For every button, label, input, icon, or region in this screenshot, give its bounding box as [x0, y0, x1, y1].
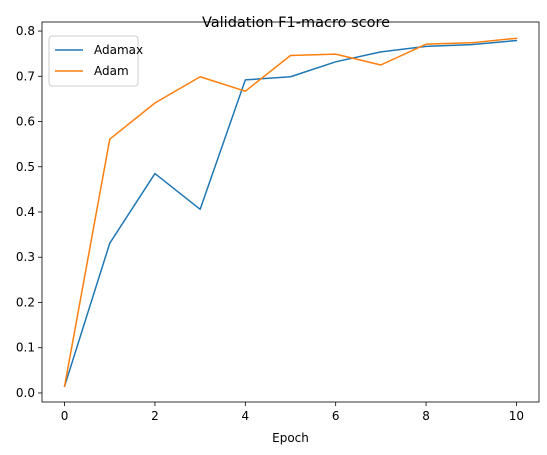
x-tick-label: 0 — [61, 409, 69, 423]
y-tick-label: 0.8 — [16, 24, 35, 38]
y-tick-label: 0.4 — [16, 205, 35, 219]
x-tick-label: 4 — [241, 409, 249, 423]
y-tick-label: 0.1 — [16, 341, 35, 355]
x-tick-label: 10 — [509, 409, 524, 423]
x-axis-label: Epoch — [272, 431, 309, 445]
y-tick-label: 0.6 — [16, 115, 35, 129]
plot-frame — [41, 21, 540, 403]
y-tick-label: 0.0 — [16, 386, 35, 400]
x-axis-ticks: 0 2 4 6 8 10 — [61, 402, 524, 423]
y-tick-label: 0.3 — [16, 250, 35, 264]
series-layer — [63, 37, 518, 388]
y-axis-ticks: 0.0 0.1 0.2 0.3 0.4 0.5 0.6 0.7 0.8 — [16, 24, 42, 400]
x-tick-label: 6 — [332, 409, 340, 423]
y-tick-label: 0.5 — [16, 160, 35, 174]
legend: Adamax Adam — [48, 35, 143, 87]
series-line-adamax — [63, 39, 518, 388]
y-tick-label: 0.2 — [16, 295, 35, 309]
x-tick-label: 8 — [422, 409, 430, 423]
y-tick-label: 0.7 — [16, 69, 35, 83]
legend-box — [48, 35, 139, 87]
legend-label-adam: Adam — [94, 64, 129, 78]
series-line-adam — [63, 37, 518, 388]
x-tick-label: 2 — [151, 409, 159, 423]
legend-label-adamax: Adamax — [94, 43, 143, 57]
chart-title: Validation F1-macro score — [202, 15, 390, 31]
